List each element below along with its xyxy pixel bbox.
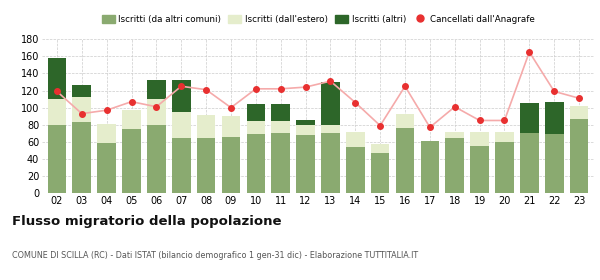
Bar	[520, 133, 539, 193]
Bar	[147, 125, 166, 193]
Point	[226, 105, 236, 110]
Point	[102, 108, 112, 113]
Bar	[247, 121, 265, 134]
Bar	[421, 141, 439, 193]
Point	[524, 50, 534, 54]
Point	[376, 123, 385, 128]
Bar	[545, 134, 563, 193]
Bar	[271, 133, 290, 193]
Point	[251, 87, 260, 91]
Bar	[73, 85, 91, 97]
Point	[127, 99, 136, 104]
Point	[425, 125, 434, 130]
Bar	[296, 135, 315, 193]
Bar	[197, 115, 215, 138]
Bar	[296, 125, 315, 135]
Bar	[47, 99, 66, 125]
Point	[550, 89, 559, 94]
Point	[450, 104, 460, 109]
Bar	[221, 116, 240, 137]
Bar	[147, 99, 166, 125]
Bar	[247, 104, 265, 121]
Bar	[495, 142, 514, 193]
Point	[276, 87, 286, 91]
Point	[574, 96, 584, 101]
Point	[202, 87, 211, 92]
Bar	[172, 112, 191, 137]
Bar	[73, 97, 91, 122]
Bar	[570, 106, 589, 119]
Bar	[520, 103, 539, 133]
Bar	[545, 102, 563, 134]
Point	[301, 85, 310, 89]
Bar	[172, 137, 191, 193]
Bar	[371, 153, 389, 193]
Bar	[470, 132, 489, 146]
Bar	[570, 119, 589, 193]
Point	[152, 104, 161, 109]
Bar	[47, 125, 66, 193]
Bar	[346, 132, 365, 147]
Bar	[47, 58, 66, 99]
Point	[350, 100, 360, 105]
Bar	[172, 80, 191, 112]
Text: COMUNE DI SCILLA (RC) - Dati ISTAT (bilancio demografico 1 gen-31 dic) - Elabora: COMUNE DI SCILLA (RC) - Dati ISTAT (bila…	[12, 251, 418, 260]
Bar	[73, 122, 91, 193]
Point	[176, 84, 186, 88]
Bar	[321, 133, 340, 193]
Point	[475, 118, 484, 123]
Bar	[221, 137, 240, 193]
Bar	[296, 120, 315, 125]
Bar	[371, 144, 389, 153]
Point	[500, 118, 509, 123]
Bar	[271, 121, 290, 133]
Bar	[396, 114, 415, 128]
Bar	[445, 138, 464, 193]
Bar	[321, 125, 340, 133]
Bar	[97, 124, 116, 143]
Point	[400, 84, 410, 88]
Bar	[197, 138, 215, 193]
Bar	[271, 104, 290, 121]
Bar	[495, 132, 514, 142]
Text: Flusso migratorio della popolazione: Flusso migratorio della popolazione	[12, 215, 281, 228]
Bar	[122, 129, 141, 193]
Legend: Iscritti (da altri comuni), Iscritti (dall'estero), Iscritti (altri), Cancellati: Iscritti (da altri comuni), Iscritti (da…	[98, 11, 538, 27]
Bar	[321, 82, 340, 125]
Bar	[445, 132, 464, 138]
Bar	[147, 80, 166, 99]
Bar	[122, 110, 141, 129]
Point	[52, 89, 62, 94]
Bar	[396, 128, 415, 193]
Bar	[470, 146, 489, 193]
Bar	[247, 134, 265, 193]
Point	[326, 79, 335, 83]
Bar	[97, 143, 116, 193]
Point	[77, 111, 86, 116]
Bar	[346, 147, 365, 193]
